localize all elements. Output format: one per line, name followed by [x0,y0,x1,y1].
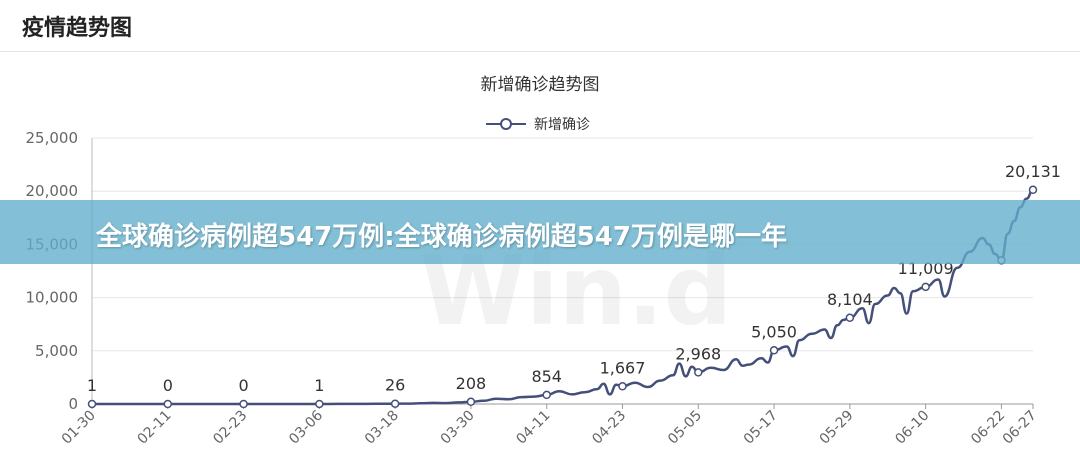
x-tick-label: 06-22 [968,408,1008,448]
x-tick-label: 05-17 [741,408,781,448]
legend-marker-icon [501,119,511,129]
x-tick-label: 04-11 [513,408,553,448]
data-point[interactable] [695,369,702,376]
legend-label: 新增确诊 [534,117,590,133]
data-point[interactable] [1030,186,1037,193]
x-tick-label: 04-23 [589,408,629,448]
data-label: 2,968 [675,344,721,363]
data-point[interactable] [240,401,247,408]
x-tick-label: 03-18 [362,408,402,448]
chart-title: 新增确诊趋势图 [481,75,600,95]
data-point[interactable] [467,398,474,405]
x-tick-label: 02-23 [210,408,250,448]
data-label: 854 [531,367,562,386]
data-label: 1 [314,376,324,395]
data-point[interactable] [771,347,778,354]
data-point[interactable] [922,283,929,290]
y-tick-label: 20,000 [26,182,79,200]
x-axis: 01-30 02-11 02-23 03-06 03-18 03-30 04-11 04-23… [59,404,1040,448]
banner-text: 全球确诊病例超547万例:全球确诊病例超547万例是哪一年 [96,216,787,253]
y-tick-label: 10,000 [26,289,79,307]
data-point[interactable] [164,401,171,408]
x-tick-label: 02-11 [135,408,175,448]
legend[interactable]: 新增确诊 [486,117,590,133]
y-tick-label: 25,000 [26,129,79,147]
data-label: 208 [456,374,487,393]
x-tick-label: 03-30 [438,408,478,448]
x-tick-label: 03-06 [286,407,326,447]
data-point[interactable] [846,314,853,321]
data-label: 0 [163,376,173,395]
data-label: 8,104 [827,290,873,309]
x-tick-label: 05-29 [817,408,857,448]
x-tick-label: 05-05 [665,408,705,448]
data-label: 5,050 [751,322,797,341]
y-tick-label: 0 [68,395,78,413]
data-point[interactable] [89,400,96,407]
data-label: 1,667 [600,358,646,377]
data-point[interactable] [316,400,323,407]
data-label: 1 [87,376,97,395]
x-tick-label: 06-27 [1000,408,1040,448]
data-point[interactable] [392,400,399,407]
y-tick-label: 5,000 [35,342,78,360]
data-point[interactable] [543,391,550,398]
data-point[interactable] [619,383,626,390]
x-tick-label: 06-10 [892,408,932,448]
x-tick-label: 01-30 [59,408,99,448]
data-label: 20,131 [1005,162,1061,181]
data-label: 26 [385,376,405,395]
data-label: 0 [238,376,248,395]
